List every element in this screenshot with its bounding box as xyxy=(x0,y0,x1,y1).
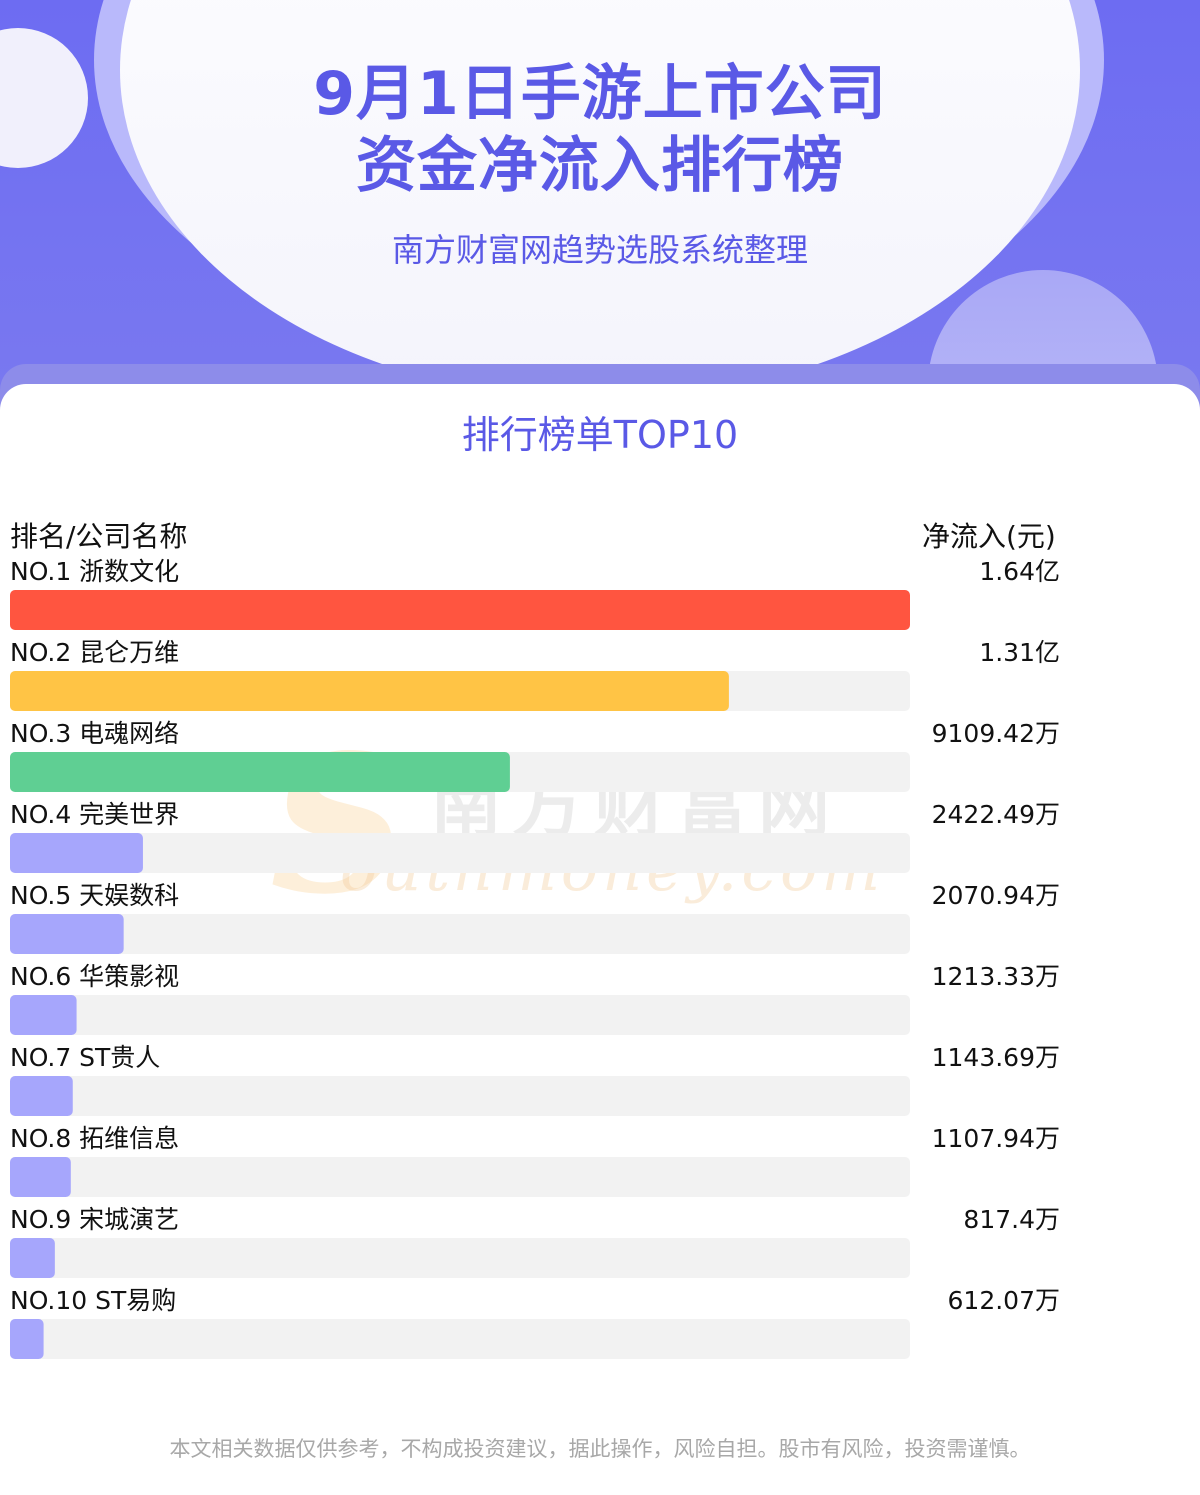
bar-value-label: 9109.42万 xyxy=(932,719,1060,748)
bar-category-label: NO.2 昆仑万维 xyxy=(10,638,179,667)
bar-category-label: NO.8 拓维信息 xyxy=(10,1124,179,1153)
disclaimer: 本文相关数据仅供参考，不构成投资建议，据此操作，风险自担。股市有风险，投资需谨慎… xyxy=(169,1437,1031,1461)
bar-category-label: NO.9 宋城演艺 xyxy=(10,1205,179,1234)
bar xyxy=(10,1319,44,1359)
bar-track xyxy=(10,1157,910,1197)
bar xyxy=(10,671,729,711)
bar-track xyxy=(10,1238,910,1278)
bar-value-label: 1.64亿 xyxy=(979,557,1060,586)
bar-category-label: NO.6 华策影视 xyxy=(10,962,179,991)
bar xyxy=(10,752,510,792)
page-title-line2: 资金净流入排行榜 xyxy=(356,131,844,201)
bar-category-label: NO.4 完美世界 xyxy=(10,800,179,829)
bar xyxy=(10,590,910,630)
bar-value-label: 1213.33万 xyxy=(932,962,1060,991)
page-title: 9月1日手游上市公司 资金净流入排行榜 xyxy=(0,58,1200,202)
bar-track xyxy=(10,833,910,873)
bar-track xyxy=(10,1319,910,1359)
bar-category-label: NO.10 ST易购 xyxy=(10,1286,176,1315)
bar xyxy=(10,1157,71,1197)
bar-value-label: 1143.69万 xyxy=(932,1043,1060,1072)
bar xyxy=(10,833,143,873)
bar-track xyxy=(10,1076,910,1116)
bar-category-label: NO.3 电魂网络 xyxy=(10,719,179,748)
chart-heading: 排行榜单TOP10 xyxy=(461,413,739,457)
bar xyxy=(10,1238,55,1278)
column-header-netflow: 净流入(元) xyxy=(922,520,1056,553)
bar-category-label: NO.5 天娱数科 xyxy=(10,881,179,910)
bar-category-label: NO.7 ST贵人 xyxy=(10,1043,160,1072)
bar-value-label: 1.31亿 xyxy=(979,638,1060,667)
bar-track xyxy=(10,995,910,1035)
column-header-company: 排名/公司名称 xyxy=(10,520,188,553)
bar-track xyxy=(10,914,910,954)
bar xyxy=(10,914,124,954)
bar-value-label: 612.07万 xyxy=(948,1286,1060,1315)
bar xyxy=(10,1076,73,1116)
bar xyxy=(10,995,77,1035)
bar-value-label: 1107.94万 xyxy=(932,1124,1060,1153)
bar-value-label: 2070.94万 xyxy=(932,881,1060,910)
bar-value-label: 817.4万 xyxy=(963,1205,1060,1234)
page-subtitle: 南方财富网趋势选股系统整理 xyxy=(391,231,808,269)
bar-category-label: NO.1 浙数文化 xyxy=(10,557,179,586)
page-title-line1: 9月1日手游上市公司 xyxy=(313,59,887,129)
bar-value-label: 2422.49万 xyxy=(932,800,1060,829)
